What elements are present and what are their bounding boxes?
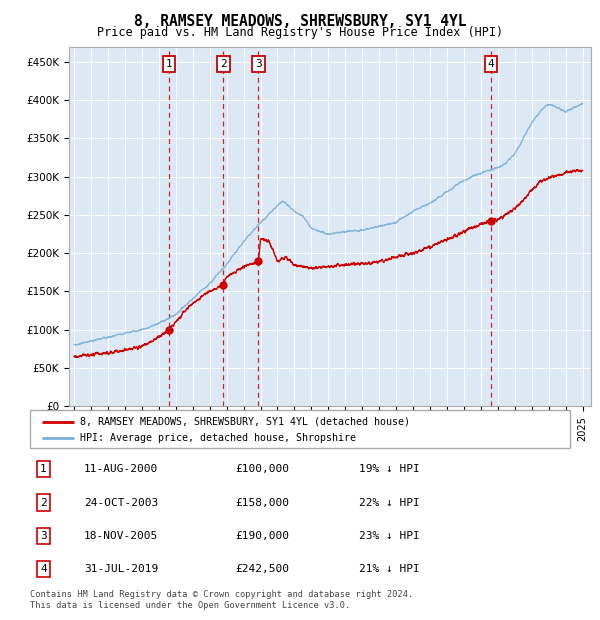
Text: 18-NOV-2005: 18-NOV-2005 — [84, 531, 158, 541]
Text: 4: 4 — [487, 59, 494, 69]
Text: £242,500: £242,500 — [235, 564, 289, 574]
Text: 1: 1 — [166, 59, 173, 69]
Text: 31-JUL-2019: 31-JUL-2019 — [84, 564, 158, 574]
Text: 8, RAMSEY MEADOWS, SHREWSBURY, SY1 4YL: 8, RAMSEY MEADOWS, SHREWSBURY, SY1 4YL — [134, 14, 466, 29]
Text: 2: 2 — [220, 59, 227, 69]
Text: 3: 3 — [255, 59, 262, 69]
Text: Price paid vs. HM Land Registry's House Price Index (HPI): Price paid vs. HM Land Registry's House … — [97, 26, 503, 39]
Text: Contains HM Land Registry data © Crown copyright and database right 2024.: Contains HM Land Registry data © Crown c… — [30, 590, 413, 600]
Text: 23% ↓ HPI: 23% ↓ HPI — [359, 531, 420, 541]
Text: 2: 2 — [40, 498, 47, 508]
Text: 8, RAMSEY MEADOWS, SHREWSBURY, SY1 4YL (detached house): 8, RAMSEY MEADOWS, SHREWSBURY, SY1 4YL (… — [80, 417, 410, 427]
Text: 22% ↓ HPI: 22% ↓ HPI — [359, 498, 420, 508]
Text: 4: 4 — [40, 564, 47, 574]
Text: 21% ↓ HPI: 21% ↓ HPI — [359, 564, 420, 574]
Text: 3: 3 — [40, 531, 47, 541]
Text: £158,000: £158,000 — [235, 498, 289, 508]
Text: 24-OCT-2003: 24-OCT-2003 — [84, 498, 158, 508]
Text: £100,000: £100,000 — [235, 464, 289, 474]
Text: This data is licensed under the Open Government Licence v3.0.: This data is licensed under the Open Gov… — [30, 601, 350, 611]
Text: 1: 1 — [40, 464, 47, 474]
Text: £190,000: £190,000 — [235, 531, 289, 541]
Text: 11-AUG-2000: 11-AUG-2000 — [84, 464, 158, 474]
Text: HPI: Average price, detached house, Shropshire: HPI: Average price, detached house, Shro… — [80, 433, 356, 443]
Text: 19% ↓ HPI: 19% ↓ HPI — [359, 464, 420, 474]
